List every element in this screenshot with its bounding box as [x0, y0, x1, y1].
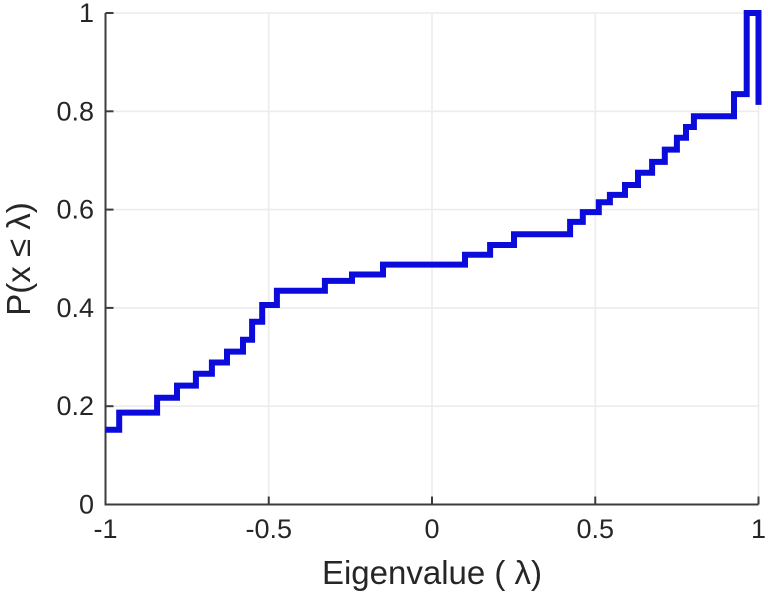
- x-tick-labels: -1 -0.5 0 0.5 1: [93, 514, 766, 544]
- x-tick-label: -1: [93, 514, 117, 544]
- y-tick-label: 0.6: [56, 195, 94, 225]
- x-tick-label: 1: [751, 514, 766, 544]
- y-tick-labels: 0 0.2 0.4 0.6 0.8 1: [56, 0, 94, 520]
- y-tick-label: 1: [79, 0, 94, 28]
- x-axis-label: Eigenvalue ( λ): [322, 554, 542, 591]
- x-tick-label: 0: [424, 514, 439, 544]
- y-tick-label: 0.4: [56, 293, 94, 323]
- y-tick-label: 0.2: [56, 391, 94, 421]
- y-tick-label: 0: [79, 490, 94, 520]
- axis-ticks: [104, 12, 760, 506]
- y-axis-label: P(x ≤ λ): [0, 202, 37, 315]
- y-tick-label: 0.8: [56, 96, 94, 126]
- ecdf-stairs-line: [105, 10, 762, 433]
- x-tick-label: -0.5: [245, 514, 292, 544]
- gridlines: [105, 12, 760, 505]
- x-tick-label: 0.5: [576, 514, 614, 544]
